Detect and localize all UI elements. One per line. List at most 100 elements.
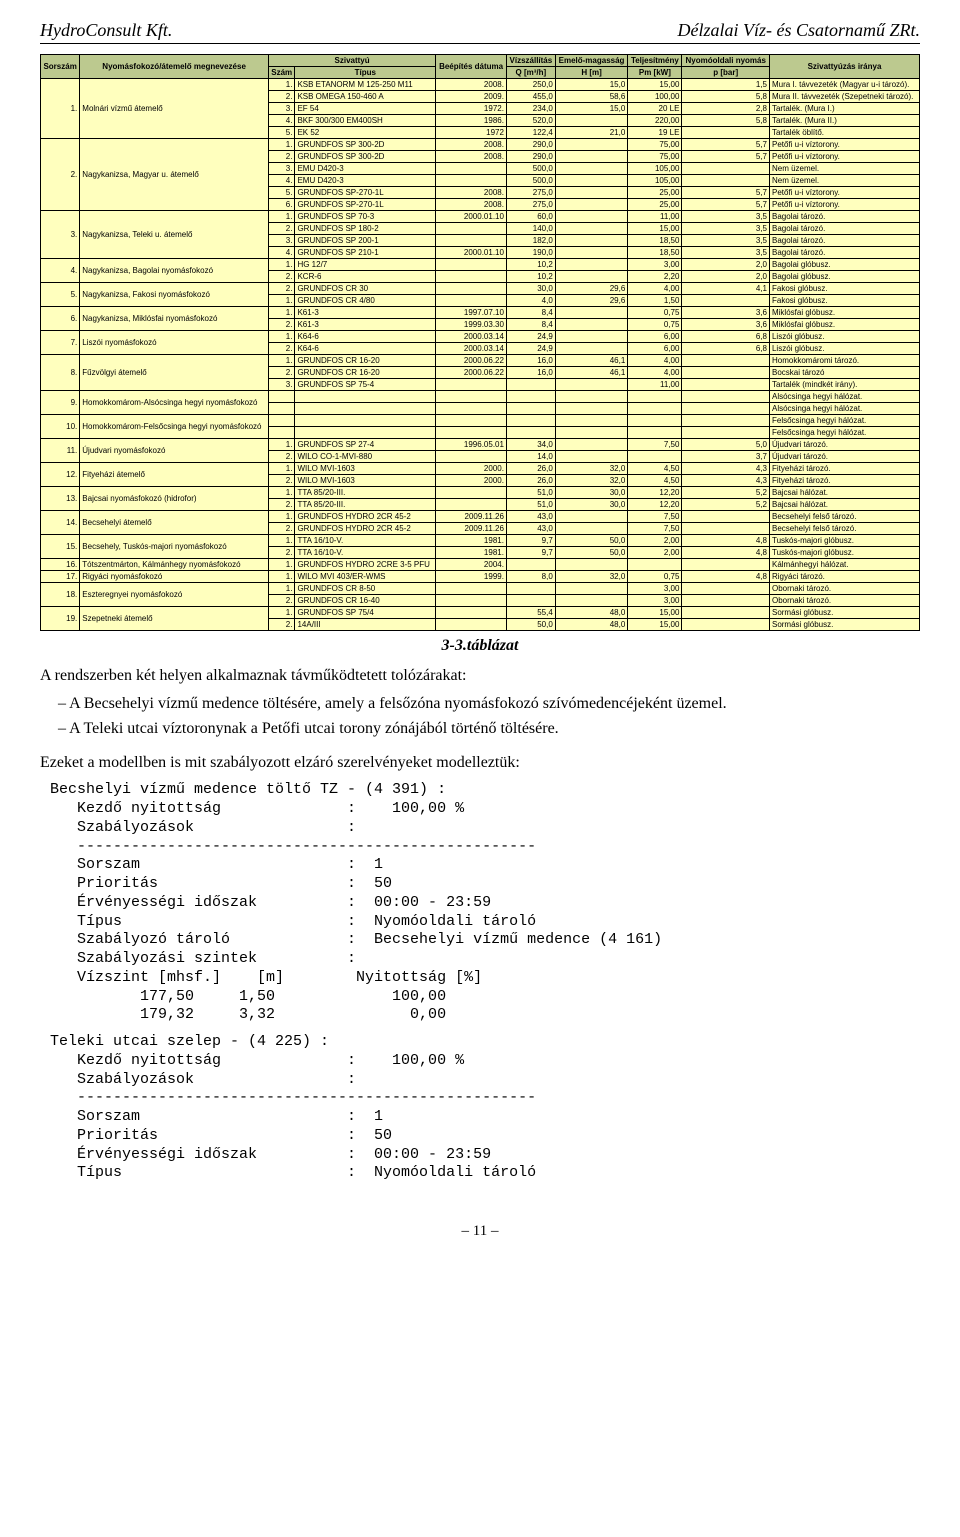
cell-szam: 1. xyxy=(268,211,295,223)
cell-pbar xyxy=(682,523,770,535)
bullet-item: A Teleki utcai víztoronynak a Petőfi utc… xyxy=(58,718,920,740)
th-irany: Szivattyúzás iránya xyxy=(769,55,919,79)
cell-q: 500,0 xyxy=(506,175,555,187)
cell-h xyxy=(555,343,628,355)
cell-h xyxy=(555,199,628,211)
cell-irany: Fityeházi tározó. xyxy=(769,475,919,487)
cell-pk: 19 LE xyxy=(628,127,682,139)
cell-h: 46,1 xyxy=(555,355,628,367)
cell-pk: 12,20 xyxy=(628,487,682,499)
cell-irany: Bagolai tározó. xyxy=(769,223,919,235)
cell-q: 8,4 xyxy=(506,307,555,319)
cell-h xyxy=(555,235,628,247)
cell-q: 51,0 xyxy=(506,487,555,499)
cell-tipus: GRUNDFOS CR 4/80 xyxy=(295,295,436,307)
cell-h xyxy=(555,391,628,403)
cell-pbar: 4,1 xyxy=(682,283,770,295)
table-row: 8.Fűzvölgyi átemelő1.GRUNDFOS CR 16-2020… xyxy=(41,355,920,367)
cell-tipus: GRUNDFOS SP 75/4 xyxy=(295,607,436,619)
cell-irany: Becsehelyi felső tározó. xyxy=(769,523,919,535)
cell-pk: 75,00 xyxy=(628,139,682,151)
cell-q: 234,0 xyxy=(506,103,555,115)
cell-pbar: 3,6 xyxy=(682,307,770,319)
cell-irany: Mura II. távvezeték (Szepetneki tározó). xyxy=(769,91,919,103)
pump-table: Sorszám Nyomásfokozó/átemelő megnevezése… xyxy=(40,54,920,631)
cell-tipus: GRUNDFOS SP 200-1 xyxy=(295,235,436,247)
cell-pbar: 5,2 xyxy=(682,499,770,511)
cell-irany: Újudvari tározó. xyxy=(769,451,919,463)
cell-pk: 105,00 xyxy=(628,175,682,187)
cell-tipus: EK 52 xyxy=(295,127,436,139)
th-megnevezes: Nyomásfokozó/átemelő megnevezése xyxy=(80,55,269,79)
cell-q: 4,0 xyxy=(506,295,555,307)
cell-datum: 1986. xyxy=(436,115,507,127)
cell-irany: Petőfi u-i víztorony. xyxy=(769,139,919,151)
cell-h xyxy=(555,511,628,523)
cell-irany: Becsehelyi felső tározó. xyxy=(769,511,919,523)
cell-pbar: 5,8 xyxy=(682,91,770,103)
cell-pk xyxy=(628,559,682,571)
cell-pbar: 5,7 xyxy=(682,187,770,199)
cell-tipus: K61-3 xyxy=(295,319,436,331)
cell-pk: 15,00 xyxy=(628,607,682,619)
cell-szam xyxy=(268,415,295,427)
cell-szam: 2. xyxy=(268,283,295,295)
cell-h: 32,0 xyxy=(555,475,628,487)
cell-sorszam: 18. xyxy=(41,583,80,607)
cell-szam: 2. xyxy=(268,151,295,163)
table-row: 14.Becsehelyi átemelő1.GRUNDFOS HYDRO 2C… xyxy=(41,511,920,523)
cell-megnevezes: Nagykanizsa, Bagolai nyomásfokozó xyxy=(80,259,269,283)
cell-irany: Bajcsai hálózat. xyxy=(769,499,919,511)
cell-datum: 2009.11.26 xyxy=(436,511,507,523)
cell-h: 21,0 xyxy=(555,127,628,139)
cell-datum: 2000.06.22 xyxy=(436,367,507,379)
cell-szam: 2. xyxy=(268,223,295,235)
cell-q: 275,0 xyxy=(506,199,555,211)
cell-datum: 2000. xyxy=(436,463,507,475)
table-row: 12.Fityeházi átemelő1.WILO MVI-16032000.… xyxy=(41,463,920,475)
cell-datum: 1999.03.30 xyxy=(436,319,507,331)
cell-megnevezes: Szepetneki átemelő xyxy=(80,607,269,631)
cell-pbar: 3,5 xyxy=(682,247,770,259)
cell-pbar: 1,5 xyxy=(682,79,770,91)
cell-szam: 6. xyxy=(268,199,295,211)
cell-datum: 1997.07.10 xyxy=(436,307,507,319)
cell-szam: 2. xyxy=(268,595,295,607)
cell-szam: 1. xyxy=(268,607,295,619)
cell-szam: 2. xyxy=(268,451,295,463)
cell-h xyxy=(555,271,628,283)
cell-datum xyxy=(436,451,507,463)
th-szam: Szám xyxy=(268,67,295,79)
cell-q: 51,0 xyxy=(506,499,555,511)
cell-irany: Petőfi u-i víztorony. xyxy=(769,199,919,211)
cell-pbar xyxy=(682,379,770,391)
cell-irany: Tartalék. (Mura I.) xyxy=(769,103,919,115)
cell-irany: Tartalék (mindkét irány). xyxy=(769,379,919,391)
cell-pbar: 3,5 xyxy=(682,223,770,235)
cell-datum xyxy=(436,391,507,403)
table-row: 4.Nagykanizsa, Bagolai nyomásfokozó1.HG … xyxy=(41,259,920,271)
cell-szam xyxy=(268,427,295,439)
table-row: 15.Becsehely, Tuskós-majori nyomásfokozó… xyxy=(41,535,920,547)
cell-pbar: 4,8 xyxy=(682,571,770,583)
cell-q: 500,0 xyxy=(506,163,555,175)
cell-megnevezes: Újudvari nyomásfokozó xyxy=(80,439,269,463)
cell-szam: 1. xyxy=(268,439,295,451)
cell-h xyxy=(555,307,628,319)
cell-datum xyxy=(436,619,507,631)
cell-irany: Tartalék öblítő. xyxy=(769,127,919,139)
cell-sorszam: 10. xyxy=(41,415,80,439)
cell-q xyxy=(506,559,555,571)
cell-datum: 2000. xyxy=(436,475,507,487)
cell-pbar: 5,2 xyxy=(682,487,770,499)
cell-h xyxy=(555,595,628,607)
cell-h xyxy=(555,151,628,163)
cell-pk xyxy=(628,415,682,427)
cell-irany: Tuskós-majori glóbusz. xyxy=(769,547,919,559)
cell-datum xyxy=(436,595,507,607)
cell-tipus: GRUNDFOS SP 300-2D xyxy=(295,151,436,163)
cell-tipus: GRUNDFOS HYDRO 2CR 45-2 xyxy=(295,523,436,535)
cell-datum xyxy=(436,427,507,439)
bullet-list: A Becsehelyi vízmű medence töltésére, am… xyxy=(40,693,920,740)
cell-q: 8,0 xyxy=(506,571,555,583)
